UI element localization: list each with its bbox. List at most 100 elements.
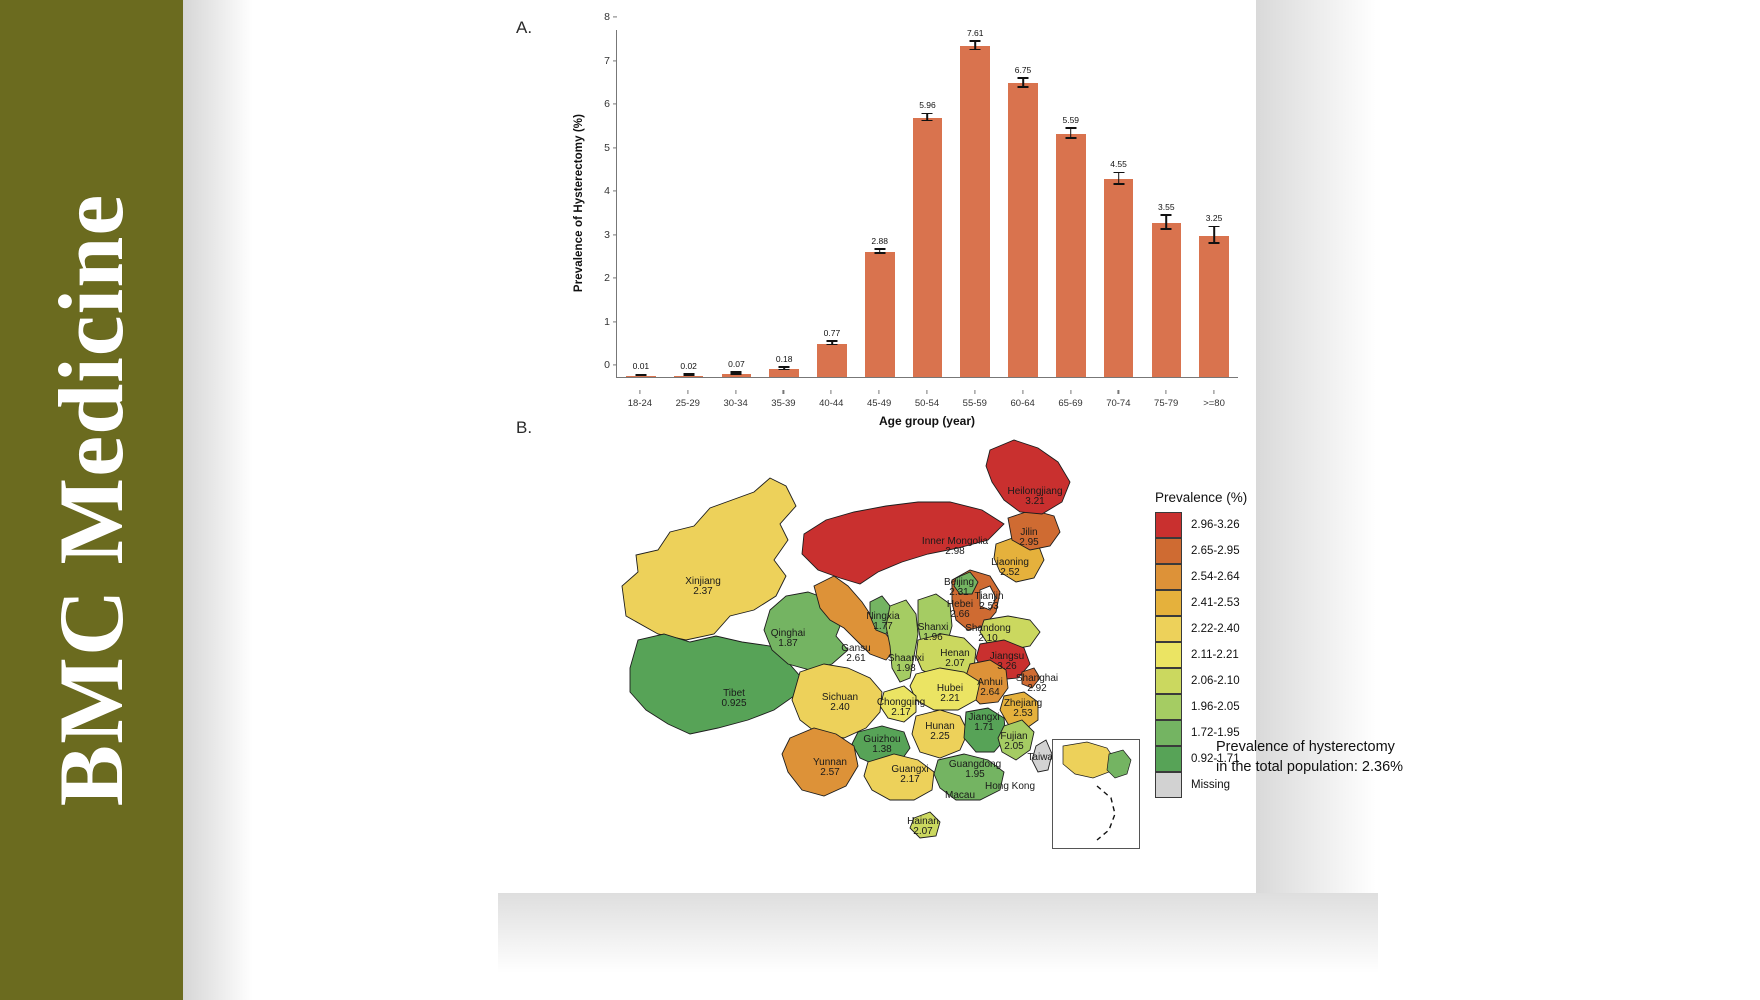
bar-value-label: 0.77 (823, 327, 841, 338)
legend-label: Missing (1191, 779, 1230, 791)
bar-value-label: 5.59 (1062, 115, 1080, 126)
bar-value-label: 5.96 (919, 100, 936, 111)
inset-svg (1062, 741, 1132, 841)
bar-slot: 0.02 (665, 30, 713, 377)
error-bar (974, 41, 977, 51)
error-bar-cap (1065, 127, 1077, 130)
province-sichuan[interactable] (791, 663, 883, 739)
bar-value-label: 3.55 (1158, 201, 1175, 212)
error-bar-cap (683, 374, 695, 377)
legend-label: 2.22-2.40 (1191, 623, 1240, 635)
error-bar-cap (1017, 77, 1029, 80)
legend-swatch (1155, 590, 1182, 616)
y-axis-label: Prevalence of Hysterectomy (%) (573, 113, 585, 293)
error-bar-cap (921, 119, 933, 122)
error-bar (831, 341, 833, 346)
bar-value-label: 7.61 (966, 27, 984, 38)
province-zhejiang[interactable] (999, 691, 1039, 731)
error-bar-cap (635, 373, 647, 376)
legend-row: 2.06-2.10 (1155, 668, 1270, 694)
bar-slot: 4.55 (1095, 30, 1143, 377)
bar-slot: 0.77 (808, 30, 856, 377)
error-bar-cap (683, 373, 695, 376)
error-bar (1213, 227, 1215, 244)
error-bar-cap (1113, 183, 1125, 185)
province-hainan[interactable] (909, 811, 941, 839)
legend-swatch (1155, 564, 1182, 590)
province-innermongolia[interactable] (801, 501, 1005, 585)
y-tick-0: 0 (604, 359, 617, 371)
x-tick-label: 18-24 (616, 390, 664, 416)
inset-landmass (1062, 741, 1116, 779)
legend-row: 0.92-1.71 (1155, 746, 1270, 772)
bar-value-label: 0.02 (680, 361, 697, 372)
legend-label: 0.92-1.71 (1191, 753, 1240, 765)
legend-label: 2.96-3.26 (1191, 519, 1240, 531)
province-chongqing[interactable] (879, 685, 917, 723)
china-map-svg (621, 439, 1071, 839)
legend-label: 2.06-2.10 (1191, 675, 1240, 687)
province-xinjiang[interactable] (621, 477, 797, 641)
bar-slot: 2.88 (856, 30, 904, 377)
map-annotation-line-1: Prevalence of hysterectomy (1216, 739, 1395, 755)
province-fujian[interactable] (997, 719, 1035, 761)
province-heilongjiang[interactable] (985, 439, 1071, 515)
bar: 5.59 (1055, 115, 1086, 377)
error-bar-cap (1113, 171, 1125, 174)
y-tick-4: 4 (604, 185, 617, 197)
sheet-shadow-bottom (498, 893, 1378, 973)
map-annotation-line-2: in the total population: 2.36% (1216, 758, 1404, 775)
province-beijing[interactable] (953, 571, 979, 595)
inset-landmass (1106, 749, 1132, 779)
bar-series: 0.01 0.02 0.07 0.18 0.77 2.88 5.96 7.61 6.75 5.59… (617, 27, 1238, 377)
error-bar (1117, 173, 1120, 185)
bar: 5.96 (912, 100, 943, 377)
province-shaanxi[interactable] (885, 599, 919, 683)
province-shanghai[interactable] (1021, 667, 1041, 689)
province-yunnan[interactable] (781, 727, 859, 797)
legend-label: 2.41-2.53 (1191, 597, 1240, 609)
legend-swatch (1155, 642, 1182, 668)
y-tick-6: 6 (604, 98, 617, 110)
bar-slot: 0.01 (617, 30, 665, 377)
province-taiwan[interactable] (1031, 739, 1053, 773)
legend-label: 1.72-1.95 (1191, 727, 1240, 739)
legend-label: 2.65-2.95 (1191, 545, 1240, 557)
province-tianjin[interactable] (979, 585, 997, 611)
legend-row: 2.22-2.40 (1155, 616, 1270, 642)
error-bar-cap (874, 252, 886, 254)
legend-row: 2.96-3.26 (1155, 512, 1270, 538)
x-tick-label: 40-44 (807, 390, 855, 416)
bar-slot: 5.59 (1047, 30, 1095, 377)
error-bar-cap (969, 48, 981, 51)
legend-swatch (1155, 616, 1182, 642)
bar-value-label: 0.18 (775, 353, 793, 364)
error-bar (878, 249, 881, 254)
bar: 3.25 (1199, 213, 1229, 377)
legend-row: 2.54-2.64 (1155, 564, 1270, 590)
bar: 2.88 (864, 236, 895, 377)
y-tick-1: 1 (604, 316, 617, 328)
error-bar-cap (969, 39, 981, 42)
error-bar-cap (921, 112, 933, 115)
bar-slot: 6.75 (999, 30, 1047, 377)
x-tick-label: 70-74 (1094, 390, 1142, 416)
x-tick-label: 35-39 (760, 390, 808, 416)
y-tick-7: 7 (604, 55, 617, 67)
province-guangdong[interactable] (933, 753, 1005, 801)
bar-slot: 3.55 (1142, 30, 1190, 377)
x-tick-label: 30-34 (712, 390, 760, 416)
error-bar-cap (1160, 213, 1172, 216)
legend-title: Prevalence (%) (1155, 490, 1248, 505)
map-legend: Prevalence (%) 2.96-3.26 2.65-2.95 2.54-2.… (1155, 490, 1270, 798)
error-bar (1022, 79, 1024, 88)
bar: 0.18 (769, 354, 799, 377)
bar: 0.77 (817, 328, 847, 377)
bar-slot: 0.18 (760, 30, 808, 377)
province-guangxi[interactable] (863, 753, 935, 801)
y-tick-5: 5 (604, 142, 617, 154)
error-bar-cap (730, 373, 742, 375)
bar-slot: 3.25 (1190, 30, 1238, 377)
legend-swatch (1155, 720, 1182, 746)
province-hunan[interactable] (911, 709, 969, 759)
